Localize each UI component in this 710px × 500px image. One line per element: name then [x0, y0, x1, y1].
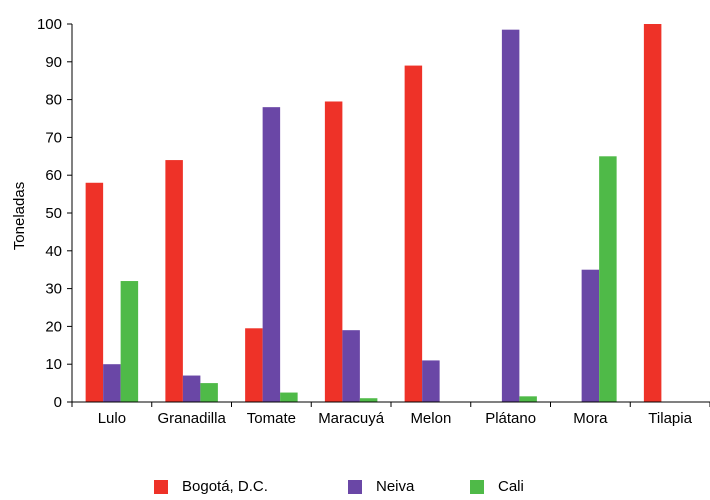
bars-group	[85, 24, 662, 403]
x-tick-label-tilapia: Tilapia	[648, 410, 692, 427]
bar-neiva-mora	[581, 269, 600, 402]
bar-bogota-d-c-maracuya	[324, 101, 343, 403]
bar-bogota-d-c-lulo	[85, 182, 104, 402]
y-tick-label: 40	[45, 243, 62, 260]
bar-cali-tomate	[280, 392, 298, 402]
bar-neiva-platano	[501, 29, 520, 402]
legend-label-bogota: Bogotá, D.C.	[182, 478, 268, 495]
bar-bogota-d-c-tomate	[245, 328, 263, 402]
bar-neiva-granadilla	[182, 375, 201, 402]
y-tick-label: 10	[45, 356, 62, 373]
bar-neiva-lulo	[103, 364, 121, 402]
legend-swatch-neiva	[348, 479, 362, 494]
legend: Bogotá, D.C. Neiva Cali	[0, 478, 710, 500]
y-tick-label: 0	[54, 394, 62, 411]
y-tick-label: 70	[45, 129, 62, 146]
y-tick-label: 60	[45, 167, 62, 184]
x-tick-label-melon: Melon	[410, 410, 451, 427]
bar-cali-granadilla	[200, 383, 218, 402]
bar-cali-platano	[519, 396, 537, 402]
y-tick-label: 50	[45, 205, 62, 222]
y-axis-title: Toneladas	[11, 182, 28, 250]
bar-neiva-tomate	[262, 107, 281, 402]
x-tick-label-mora: Mora	[573, 410, 608, 427]
bar-cali-mora	[599, 156, 617, 402]
bar-neiva-melon	[422, 360, 440, 402]
x-tick-label-granadilla: Granadilla	[157, 410, 226, 427]
y-tick-label: 20	[45, 318, 62, 335]
y-tick-label: 90	[45, 54, 62, 71]
legend-swatch-cali	[470, 479, 484, 494]
x-tick-label-lulo: Lulo	[98, 410, 126, 427]
x-axis: Lulo Granadilla Tomate Maracuyá Melon Plátano…	[71, 401, 710, 427]
y-tick-label: 30	[45, 281, 62, 298]
y-tick-label: 80	[45, 92, 62, 109]
bar-bogota-d-c-melon	[404, 65, 423, 402]
legend-item-cali: Cali	[470, 478, 524, 495]
legend-item-bogota: Bogotá, D.C.	[154, 478, 268, 495]
legend-label-neiva: Neiva	[376, 478, 415, 495]
y-tick-label: 100	[37, 16, 62, 33]
y-axis: 0 10 20 30 40 50 60 70 80 90 100	[37, 16, 73, 411]
bar-cali-maracuya	[359, 398, 378, 402]
x-tick-label-tomate: Tomate	[247, 410, 296, 427]
bar-bogota-d-c-tilapia	[643, 24, 662, 402]
legend-swatch-bogota	[154, 479, 168, 494]
legend-label-cali: Cali	[498, 478, 524, 495]
legend-item-neiva: Neiva	[348, 478, 414, 495]
bar-cali-lulo	[120, 281, 139, 402]
x-tick-label-maracuya: Maracuyá	[318, 410, 385, 427]
bar-neiva-maracuya	[342, 330, 360, 402]
bar-bogota-d-c-granadilla	[165, 160, 183, 402]
bar-chart: Toneladas 0 10 20 30 40 50 60 70 80 90 100 Lulo Gra…	[11, 16, 710, 427]
x-tick-label-platano: Plátano	[485, 410, 536, 427]
